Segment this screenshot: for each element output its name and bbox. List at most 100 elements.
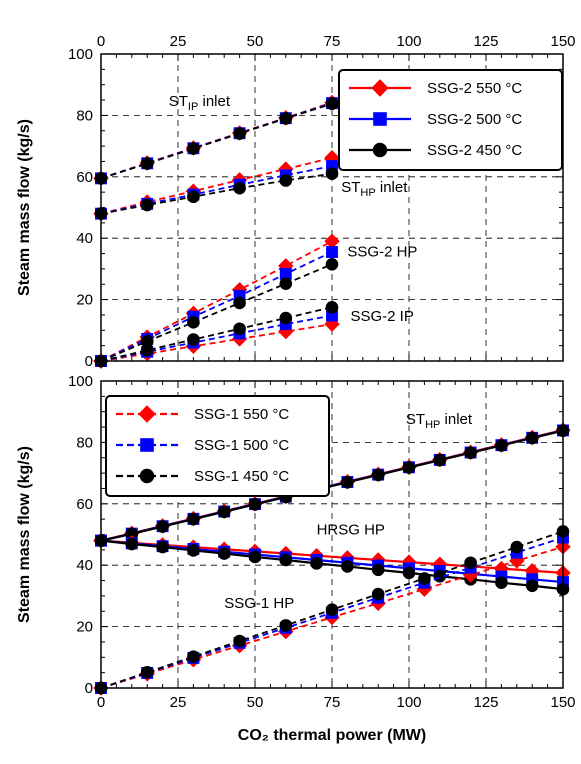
y-tick-label: 20 xyxy=(76,619,93,636)
y-axis-title: Steam mass flow (kg/s) xyxy=(16,119,33,296)
data-point xyxy=(310,557,323,570)
data-point xyxy=(464,556,477,570)
series-line xyxy=(100,156,333,215)
data-point xyxy=(233,127,246,140)
data-point xyxy=(187,544,200,557)
x-tick-label: 50 xyxy=(247,694,264,711)
data-point xyxy=(187,190,200,204)
data-point xyxy=(140,157,154,170)
annotation-label: HRSG HP xyxy=(317,522,385,539)
data-point xyxy=(510,540,524,554)
data-point xyxy=(140,666,154,679)
series-line xyxy=(100,263,333,362)
series-ssg-2-hp-450 xyxy=(94,257,339,368)
data-point xyxy=(156,520,169,533)
data-point xyxy=(140,343,154,357)
x-tick-label: 100 xyxy=(396,694,421,711)
data-point xyxy=(187,512,200,526)
annotation-label: SSG-1 HP xyxy=(224,595,294,612)
data-point xyxy=(140,198,154,212)
panel-bottom: 0 20 40 60 80 100 0 25 50 75 100 125 150 STHP inlet HR… xyxy=(16,373,576,744)
data-point xyxy=(325,603,339,617)
legend-box xyxy=(105,395,330,497)
x-tick-label: 100 xyxy=(396,33,421,50)
data-point xyxy=(279,112,293,125)
legend-marker xyxy=(140,438,154,452)
series-line xyxy=(100,102,333,180)
annotation-label: STIP inlet xyxy=(169,93,231,113)
annotation-label: SSG-2 IP xyxy=(350,308,413,325)
annotation-label: STHP inlet xyxy=(341,179,408,199)
legend-marker xyxy=(371,79,389,97)
data-point xyxy=(325,257,339,271)
data-point xyxy=(187,333,200,346)
y-tick-label: 80 xyxy=(76,434,93,451)
series-line xyxy=(100,314,333,362)
data-point xyxy=(233,322,246,336)
y-axis-title: Steam mass flow (kg/s) xyxy=(16,446,33,623)
series-ssg-1-hp-450 xyxy=(94,525,570,695)
legend-marker xyxy=(138,405,156,423)
data-point xyxy=(371,587,385,601)
data-point xyxy=(325,97,339,111)
legend: SSG-2 550 °C SSG-2 500 °C SSG-2 450 °C xyxy=(338,69,563,171)
data-point xyxy=(279,619,293,632)
series-line xyxy=(100,306,333,362)
data-point xyxy=(279,277,293,290)
data-point xyxy=(326,160,338,173)
data-point xyxy=(125,527,139,541)
plot-frame xyxy=(100,380,564,689)
x-tick-label: 150 xyxy=(550,33,575,50)
x-tick-label: 50 xyxy=(247,33,264,50)
data-point xyxy=(525,579,539,593)
data-point xyxy=(325,300,339,314)
y-tick-label: 40 xyxy=(76,557,93,574)
data-point xyxy=(248,550,262,564)
data-point xyxy=(187,142,200,155)
series-line xyxy=(100,539,564,591)
data-point xyxy=(279,553,293,567)
y-tick-label: 60 xyxy=(76,496,93,513)
y-tick-label: 20 xyxy=(76,292,93,309)
series-ssg-2-ip-450 xyxy=(94,300,339,368)
data-point xyxy=(279,267,292,280)
y-tick-label: 0 xyxy=(85,353,93,370)
legend-marker xyxy=(372,142,388,158)
x-tick-label: 0 xyxy=(97,694,105,711)
data-point xyxy=(217,505,231,519)
legend-label: SSG-2 550 °C xyxy=(427,80,522,97)
series-line xyxy=(100,323,333,362)
legend-label: SSG-1 500 °C xyxy=(194,437,289,454)
data-point xyxy=(371,468,385,482)
series-line xyxy=(100,539,564,574)
x-axis-title: CO₂ thermal power (MW) xyxy=(238,727,426,744)
x-tick-label: 125 xyxy=(473,33,498,50)
y-tick-label: 100 xyxy=(68,373,93,390)
data-point xyxy=(279,174,293,187)
data-point xyxy=(279,311,293,325)
data-point xyxy=(326,309,338,322)
y-tick-label: 60 xyxy=(76,169,93,186)
y-tick-label: 80 xyxy=(76,107,93,124)
legend-marker xyxy=(373,112,387,126)
data-point xyxy=(325,167,339,181)
data-point xyxy=(217,547,231,560)
annotation-label: STHP inlet xyxy=(406,411,473,431)
annotation-label: SSG-2 HP xyxy=(347,244,417,261)
data-point xyxy=(341,560,354,573)
data-point xyxy=(248,498,262,511)
x-tick-label: 0 xyxy=(97,33,105,50)
y-tick-label: 40 xyxy=(76,230,93,247)
x-tick-label: 75 xyxy=(324,694,341,711)
series-hrsg-hp-450 xyxy=(94,534,570,596)
data-point xyxy=(233,634,246,648)
data-point xyxy=(464,446,477,460)
data-point xyxy=(402,566,416,580)
legend-label: SSG-1 550 °C xyxy=(194,406,289,423)
data-point xyxy=(495,576,508,589)
legend-label: SSG-2 500 °C xyxy=(427,111,522,128)
series-st-hp-inlet-550 xyxy=(93,150,340,222)
series-line xyxy=(100,429,564,542)
